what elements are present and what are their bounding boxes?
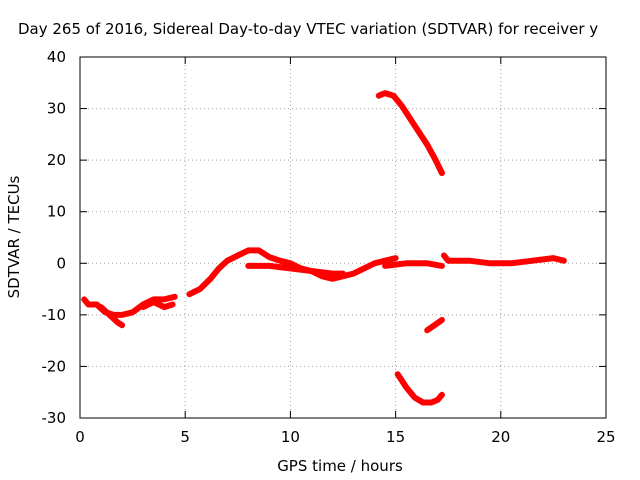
tick-marks bbox=[79, 56, 607, 419]
x-tick-label: 15 bbox=[386, 428, 405, 446]
x-tick-label: 10 bbox=[281, 428, 300, 446]
series-trace-main bbox=[81, 293, 178, 318]
series-trace-flat bbox=[382, 260, 445, 269]
x-tick-label: 5 bbox=[180, 428, 190, 446]
series-trace-early-dip bbox=[98, 304, 126, 329]
x-axis-label: GPS time / hours bbox=[277, 457, 403, 475]
x-tick-label: 0 bbox=[75, 428, 85, 446]
grid-lines bbox=[80, 57, 606, 418]
series-trace-mid-short bbox=[424, 317, 445, 334]
y-axis-label: SDTVAR / TECUs bbox=[5, 175, 23, 298]
x-tick-label: 25 bbox=[596, 428, 615, 446]
x-tick-labels: 0 5 10 15 20 25 bbox=[75, 428, 615, 446]
series-trace-rise bbox=[186, 247, 399, 298]
y-tick-label: 0 bbox=[56, 254, 66, 272]
x-tick-label: 20 bbox=[491, 428, 510, 446]
chart-title: Day 265 of 2016, Sidereal Day-to-day VTE… bbox=[18, 20, 598, 38]
series-trace-low-arc bbox=[394, 371, 445, 406]
y-tick-label: 10 bbox=[47, 203, 66, 221]
y-tick-label: 20 bbox=[47, 151, 66, 169]
y-tick-label: -10 bbox=[42, 306, 67, 324]
y-tick-label: -30 bbox=[42, 409, 67, 427]
y-tick-label: 30 bbox=[47, 100, 66, 118]
series-trace-early-bump bbox=[140, 299, 176, 311]
series-layer bbox=[81, 90, 567, 406]
plot-frame bbox=[79, 56, 607, 419]
series-trace-lower-band bbox=[245, 262, 346, 277]
series-trace-high-arc bbox=[375, 90, 445, 176]
series-trace-late bbox=[441, 252, 567, 267]
y-tick-label: 40 bbox=[47, 48, 66, 66]
y-tick-label: -20 bbox=[42, 357, 67, 375]
y-tick-labels: -30 -20 -10 0 10 20 30 40 bbox=[42, 48, 67, 427]
